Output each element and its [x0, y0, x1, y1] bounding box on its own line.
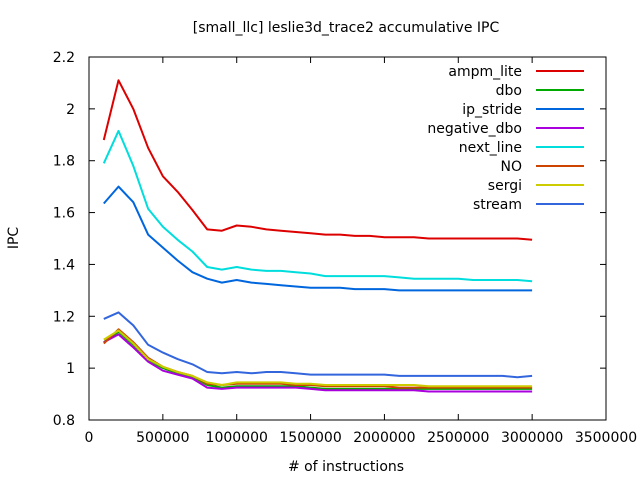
x-tick-label: 3000000 — [501, 430, 563, 446]
x-tick-label: 1500000 — [279, 430, 341, 446]
y-tick-label: 1.2 — [53, 309, 75, 325]
legend-label: sergi — [488, 178, 522, 194]
y-tick-label: 2.2 — [53, 50, 75, 66]
y-tick-label: 1.8 — [53, 154, 75, 170]
y-tick-label: 1 — [66, 361, 75, 377]
y-tick-label: 0.8 — [53, 413, 75, 429]
plot-frame — [88, 56, 607, 421]
x-tick-label: 1000000 — [206, 430, 268, 446]
series-line-ip-stride — [103, 185, 533, 292]
y-tick-label: 1.4 — [53, 257, 75, 273]
y-axis-label: IPC — [6, 227, 22, 250]
x-tick-label: 0 — [85, 430, 94, 446]
series-line-no — [103, 328, 533, 389]
series-line-dbo — [103, 330, 533, 390]
x-tick-label: 500000 — [136, 430, 189, 446]
legend-label: stream — [473, 197, 522, 213]
x-tick-label: 2500000 — [427, 430, 489, 446]
x-axis-label: # of instructions — [288, 459, 404, 475]
legend-label: ip_stride — [462, 102, 522, 118]
legend-label: dbo — [496, 83, 522, 99]
series-line-stream — [103, 311, 533, 379]
legend-label: ampm_lite — [448, 64, 522, 80]
y-tick-label: 1.6 — [53, 206, 75, 222]
series-line-ampm-lite — [102, 79, 533, 241]
series-layer — [102, 79, 533, 393]
y-tick-label: 2 — [66, 102, 75, 118]
legend-label: next_line — [459, 140, 522, 156]
series-line-next-line — [102, 129, 533, 283]
legend-label: NO — [501, 159, 523, 175]
chart-title: [small_llc] leslie3d_trace2 accumulative… — [193, 20, 500, 36]
legend-label: negative_dbo — [427, 121, 522, 137]
axis-ticks: 0 500000 1000000 1500000 2000000 2500000 30000… — [53, 50, 637, 446]
series-line-negative-dbo — [103, 333, 533, 393]
x-tick-label: 3500000 — [575, 430, 637, 446]
x-tick-label: 2000000 — [353, 430, 415, 446]
series-line-sergi — [103, 329, 533, 388]
